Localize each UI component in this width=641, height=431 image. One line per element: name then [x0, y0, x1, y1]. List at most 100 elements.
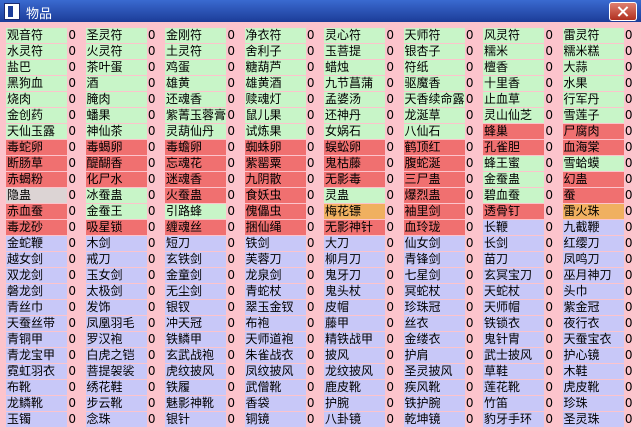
item-slot[interactable]: 天师符 0	[403, 28, 480, 43]
item-slot[interactable]: 护腕 0	[324, 396, 400, 411]
item-slot[interactable]: 八仙石 0	[403, 124, 480, 139]
item-slot[interactable]: 巫月神刀 0	[562, 268, 639, 283]
item-slot[interactable]: 冲天冠 0	[165, 316, 241, 331]
item-slot[interactable]: 豹牙手环 0	[483, 412, 559, 427]
item-slot[interactable]: 龙纹披风 0	[324, 364, 400, 379]
item-slot[interactable]: 青龙宝甲 0	[6, 348, 82, 363]
item-slot[interactable]: 铁剑 0	[244, 236, 321, 251]
item-slot[interactable]: 步云靴 0	[85, 396, 162, 411]
item-slot[interactable]: 青蛇杖 0	[244, 284, 321, 299]
item-slot[interactable]: 罗汉袍 0	[85, 332, 162, 347]
item-slot[interactable]: 鹿皮靴 0	[324, 380, 400, 395]
item-slot[interactable]: 紫罂粟 0	[244, 156, 321, 171]
item-slot[interactable]: 九截鞭 0	[562, 220, 639, 235]
item-slot[interactable]: 圣灵珠 0	[562, 412, 639, 427]
item-slot[interactable]: 鬼头杖 0	[324, 284, 400, 299]
item-slot[interactable]: 腌肉 0	[85, 92, 162, 107]
item-slot[interactable]: 碧血蚕 0	[483, 188, 559, 203]
item-slot[interactable]: 护心镜 0	[562, 348, 639, 363]
item-slot[interactable]: 朱雀战衣 0	[244, 348, 321, 363]
item-slot[interactable]: 紫菁玉蓉膏 0	[165, 108, 241, 123]
item-slot[interactable]: 戒刀 0	[85, 252, 162, 267]
item-slot[interactable]: 金缕衣 0	[403, 332, 480, 347]
item-slot[interactable]: 玉镯 0	[6, 412, 82, 427]
item-slot[interactable]: 虎皮靴 0	[562, 380, 639, 395]
item-slot[interactable]: 糯米 0	[483, 44, 559, 59]
item-slot[interactable]: 天师道袍 0	[244, 332, 321, 347]
item-slot[interactable]: 观音符 0	[6, 28, 82, 43]
item-slot[interactable]: 布袍 0	[244, 316, 321, 331]
item-slot[interactable]: 雄黄酒 0	[244, 76, 321, 91]
item-slot[interactable]: 赤血蚕 0	[6, 204, 82, 219]
item-slot[interactable]: 幻蛊 0	[562, 172, 639, 187]
item-slot[interactable]: 赤蝎粉 0	[6, 172, 82, 187]
item-slot[interactable]: 皮帽 0	[324, 300, 400, 315]
item-slot[interactable]: 疾风靴 0	[403, 380, 480, 395]
item-slot[interactable]: 毒蝎卵 0	[85, 140, 162, 155]
item-slot[interactable]: 铁履 0	[165, 380, 241, 395]
item-slot[interactable]: 黑狗血 0	[6, 76, 82, 91]
item-slot[interactable]: 铁锁衣 0	[483, 316, 559, 331]
item-slot[interactable]: 鹤顶红 0	[403, 140, 480, 155]
item-slot[interactable]: 雪莲子 0	[562, 108, 639, 123]
item-slot[interactable]: 糯米糕 0	[562, 44, 639, 59]
item-slot[interactable]: 毒蟾卵 0	[165, 140, 241, 155]
item-slot[interactable]: 孟婆汤 0	[324, 92, 400, 107]
item-slot[interactable]: 藤甲 0	[324, 316, 400, 331]
item-slot[interactable]: 蟠果 0	[85, 108, 162, 123]
item-slot[interactable]: 舍利子 0	[244, 44, 321, 59]
item-slot[interactable]: 透骨钉 0	[483, 204, 559, 219]
item-slot[interactable]: 血海棠 0	[562, 140, 639, 155]
item-slot[interactable]: 土灵符 0	[165, 44, 241, 59]
item-slot[interactable]: 还魂香 0	[165, 92, 241, 107]
item-slot[interactable]: 苗刀 0	[483, 252, 559, 267]
item-slot[interactable]: 无影神针 0	[324, 220, 400, 235]
item-slot[interactable]: 圣灵符 0	[85, 28, 162, 43]
item-slot[interactable]: 银钗 0	[165, 300, 241, 315]
item-slot[interactable]: 八卦镜 0	[324, 412, 400, 427]
item-slot[interactable]: 武士披风 0	[483, 348, 559, 363]
item-slot[interactable]: 玄武战袍 0	[165, 348, 241, 363]
item-slot[interactable]: 青丝巾 0	[6, 300, 82, 315]
item-slot[interactable]: 尸腐肉 0	[562, 124, 639, 139]
item-slot[interactable]: 鬼枯藤 0	[324, 156, 400, 171]
item-slot[interactable]: 迷魂香 0	[165, 172, 241, 187]
item-slot[interactable]: 龙泉剑 0	[244, 268, 321, 283]
item-slot[interactable]: 断肠草 0	[6, 156, 82, 171]
item-slot[interactable]: 柳月刀 0	[324, 252, 400, 267]
item-slot[interactable]: 无尘剑 0	[165, 284, 241, 299]
item-slot[interactable]: 夜行衣 0	[562, 316, 639, 331]
item-slot[interactable]: 盐巴 0	[6, 60, 82, 75]
item-slot[interactable]: 风灵符 0	[483, 28, 559, 43]
item-slot[interactable]: 蜂王蜜 0	[483, 156, 559, 171]
item-slot[interactable]: 披风 0	[324, 348, 400, 363]
item-slot[interactable]: 发饰 0	[85, 300, 162, 315]
item-slot[interactable]: 隐蛊 0	[6, 188, 82, 203]
item-slot[interactable]: 天蚕宝衣 0	[562, 332, 639, 347]
item-slot[interactable]: 凤凰羽毛 0	[85, 316, 162, 331]
item-slot[interactable]: 念珠 0	[85, 412, 162, 427]
item-slot[interactable]: 大蒜 0	[562, 60, 639, 75]
item-slot[interactable]: 赎魂灯 0	[244, 92, 321, 107]
item-slot[interactable]: 布靴 0	[6, 380, 82, 395]
item-slot[interactable]: 护肩 0	[403, 348, 480, 363]
item-slot[interactable]: 火蚕蛊 0	[165, 188, 241, 203]
item-slot[interactable]: 丝衣 0	[403, 316, 480, 331]
item-slot[interactable]: 檀香 0	[483, 60, 559, 75]
item-slot[interactable]: 试炼果 0	[244, 124, 321, 139]
item-slot[interactable]: 无影毒 0	[324, 172, 400, 187]
item-slot[interactable]: 冰蚕蛊 0	[85, 188, 162, 203]
item-slot[interactable]: 七星剑 0	[403, 268, 480, 283]
item-slot[interactable]: 翠玉金钗 0	[244, 300, 321, 315]
item-slot[interactable]: 符纸 0	[403, 60, 480, 75]
item-slot[interactable]: 天师帽 0	[483, 300, 559, 315]
item-slot[interactable]: 缠魂丝 0	[165, 220, 241, 235]
item-slot[interactable]: 绣花鞋 0	[85, 380, 162, 395]
item-slot[interactable]: 头巾 0	[562, 284, 639, 299]
item-slot[interactable]: 武僧靴 0	[244, 380, 321, 395]
item-slot[interactable]: 女娲石 0	[324, 124, 400, 139]
item-slot[interactable]: 凤鸣刀 0	[562, 252, 639, 267]
item-slot[interactable]: 草鞋 0	[483, 364, 559, 379]
item-slot[interactable]: 化尸水 0	[85, 172, 162, 187]
